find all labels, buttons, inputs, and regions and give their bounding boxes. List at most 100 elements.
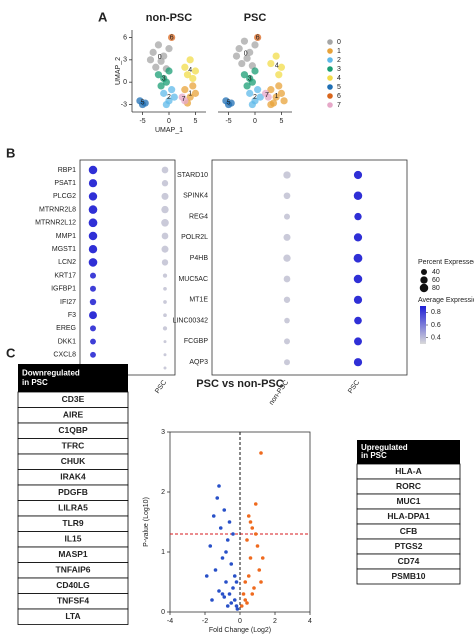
cluster-label: 0 <box>158 54 162 61</box>
gene-label: MTRNR2L8 <box>39 206 76 213</box>
panel-label: C <box>6 345 16 360</box>
point <box>245 538 249 542</box>
size-key <box>421 269 427 275</box>
gene-label: LINC00342 <box>173 317 209 324</box>
point <box>235 607 240 611</box>
x-tick-label: -2 <box>202 618 208 625</box>
dot <box>353 253 363 263</box>
point <box>154 41 163 49</box>
gene-label: AQP3 <box>189 359 208 366</box>
point <box>181 97 189 105</box>
point <box>215 496 220 500</box>
table-cell-text: PTGS2 <box>395 541 423 551</box>
cluster-label: 1 <box>188 91 192 98</box>
point <box>259 451 263 455</box>
table-cell-text: MUC1 <box>396 496 420 506</box>
size-key <box>420 276 428 284</box>
x-axis-label: UMAP_1 <box>155 127 183 134</box>
x-tick-label: 0 <box>167 118 171 125</box>
dot <box>161 232 169 240</box>
point <box>246 574 251 578</box>
dot <box>88 218 98 228</box>
point <box>245 601 249 605</box>
point <box>260 556 265 560</box>
dot <box>161 259 169 266</box>
dot <box>163 340 167 344</box>
point <box>250 592 255 596</box>
legend-label: 6 <box>337 93 341 100</box>
legend-label: 7 <box>337 102 341 109</box>
y-tick-label: 0 <box>161 609 165 616</box>
point <box>189 74 197 83</box>
point <box>162 100 170 109</box>
gene-label: STARD10 <box>177 172 208 179</box>
plot-frame <box>211 159 408 376</box>
legend-label: 3 <box>337 66 341 73</box>
dot <box>284 338 290 345</box>
dot <box>161 218 169 227</box>
x-tick-label: 0 <box>253 118 257 125</box>
y-axis-label: UMAP_2 <box>115 57 122 85</box>
point <box>246 48 254 56</box>
point <box>229 562 234 566</box>
dot <box>354 212 362 221</box>
dot <box>283 192 291 200</box>
point <box>227 99 235 107</box>
x-tick-label: 5 <box>193 118 197 125</box>
point <box>191 89 200 97</box>
group-label: PSC <box>154 379 168 395</box>
point <box>211 514 216 518</box>
point <box>160 89 168 97</box>
point <box>250 526 255 530</box>
gene-label: IFI27 <box>60 299 76 306</box>
table-cell-text: TNFAIP6 <box>56 565 91 575</box>
table-cell-text: PSMB10 <box>391 571 425 581</box>
y-tick-label: -3 <box>121 101 127 108</box>
legend-swatch <box>327 57 333 63</box>
x-tick-label: 2 <box>273 618 277 625</box>
table-header <box>18 364 128 392</box>
cluster-label: 7 <box>265 92 269 99</box>
cluster-label: 5 <box>141 100 145 107</box>
cluster-label: 6 <box>170 34 174 41</box>
point <box>154 71 163 79</box>
cluster-label: 4 <box>275 62 279 69</box>
point <box>231 532 235 536</box>
point <box>218 526 223 530</box>
legend-label: 2 <box>337 57 341 64</box>
point <box>170 93 178 101</box>
dot <box>353 295 363 304</box>
point <box>234 604 239 608</box>
legend-label: 4 <box>337 75 341 82</box>
table-cell-text: HLA-A <box>395 466 421 476</box>
size-key-label: 80 <box>432 285 440 292</box>
dot <box>88 192 98 201</box>
dot <box>161 166 169 174</box>
point <box>238 59 246 68</box>
point <box>254 33 262 42</box>
gene-label: CXCL8 <box>53 352 76 359</box>
point <box>217 589 221 593</box>
point <box>280 97 288 105</box>
dot <box>90 351 96 358</box>
dot <box>284 213 290 220</box>
color-bar <box>420 306 426 344</box>
dot <box>89 311 97 320</box>
point <box>241 592 246 596</box>
table-cell-text: PDGFB <box>58 487 88 497</box>
x-axis-label: Fold Change (Log2) <box>209 627 271 634</box>
point <box>272 52 280 60</box>
legend-swatch <box>327 39 333 45</box>
dot <box>162 326 168 331</box>
table-cell-text: TFRC <box>62 441 85 451</box>
dot <box>163 286 167 291</box>
dot <box>283 275 291 283</box>
gene-label: IGFBP1 <box>51 286 76 293</box>
size-key-label: 40 <box>432 269 440 276</box>
gene-label: MGST1 <box>52 246 76 253</box>
dot <box>161 180 169 187</box>
dot <box>88 231 98 241</box>
chart-title: PSC vs non-PSC <box>196 378 283 390</box>
color-tick-label: 0.8 <box>431 309 441 316</box>
chart-title: PSC <box>244 12 267 24</box>
